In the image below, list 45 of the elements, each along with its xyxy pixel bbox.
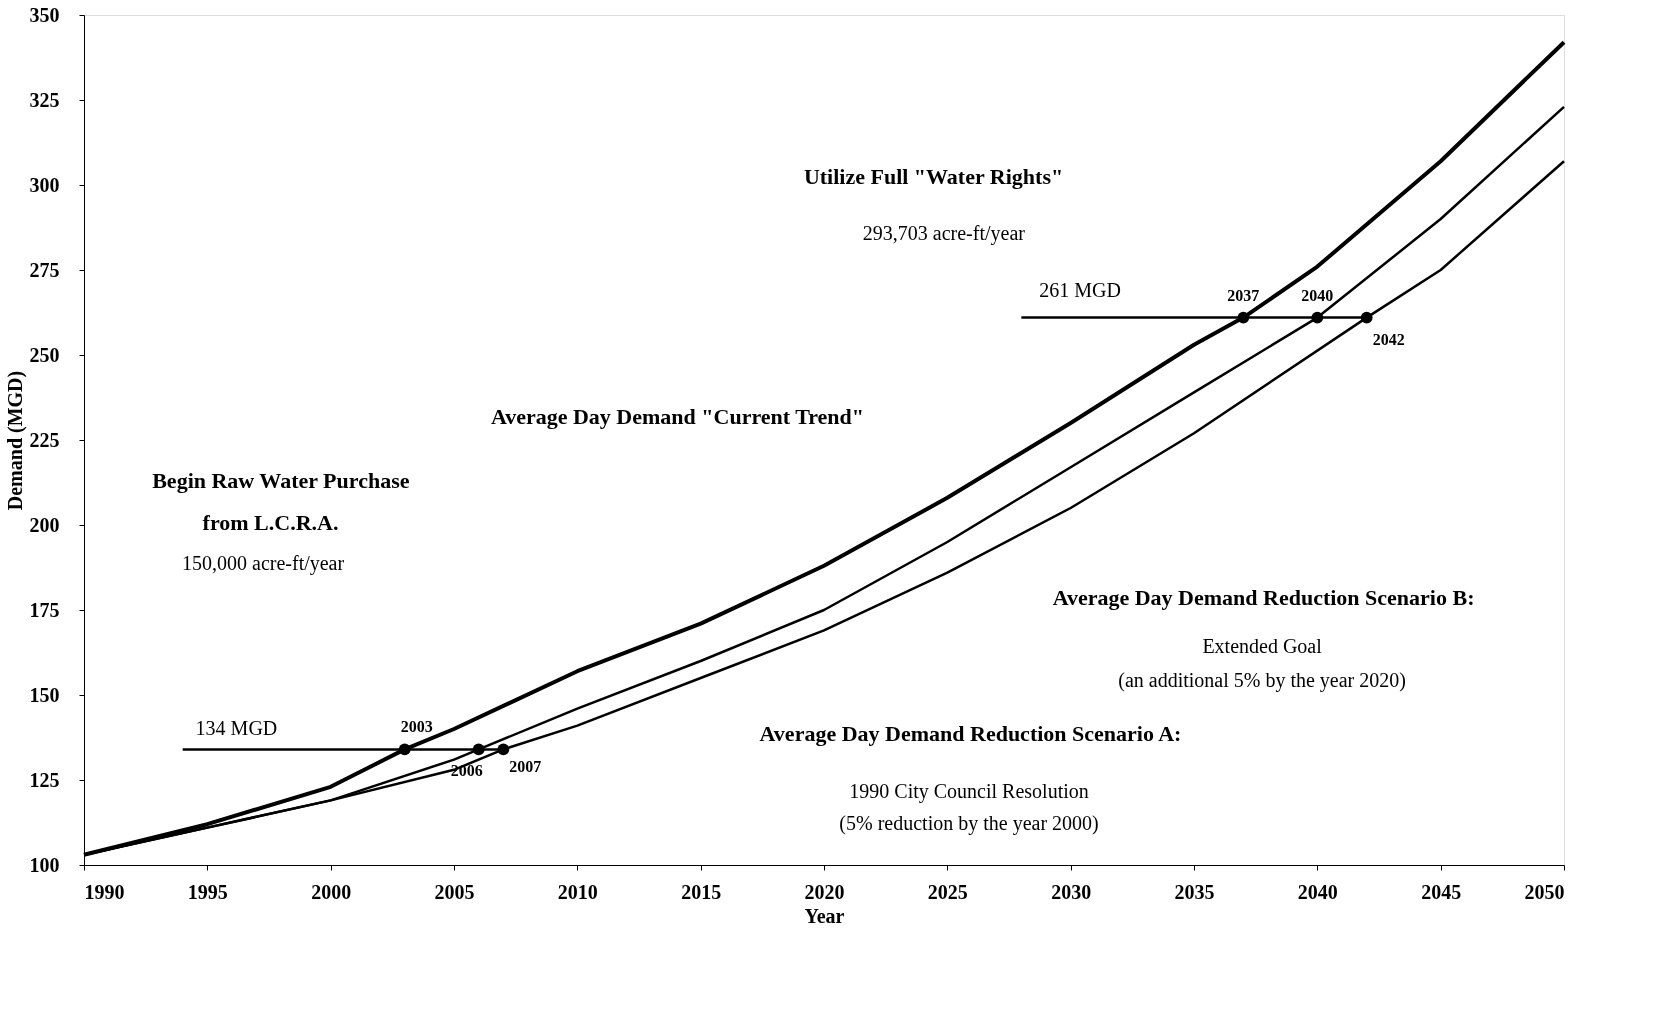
y-tick-label: 275 xyxy=(29,258,60,281)
annotation: 2042 xyxy=(1372,330,1405,348)
x-tick-label: 2000 xyxy=(311,880,352,903)
x-tick-label: 2050 xyxy=(1524,880,1565,903)
x-axis-title: Year xyxy=(804,904,845,927)
annotation: 2003 xyxy=(400,718,433,736)
x-tick-label: 2005 xyxy=(434,880,475,903)
x-tick-label: 1995 xyxy=(187,880,228,903)
x-tick-label: 2020 xyxy=(804,880,845,903)
y-tick-label: 125 xyxy=(29,768,60,791)
annotation: 150,000 acre-ft/year xyxy=(182,552,345,576)
y-tick-label: 200 xyxy=(29,513,60,536)
annotation: Utilize Full "Water Rights" xyxy=(803,163,1064,189)
annotation: 261 MGD xyxy=(1039,279,1121,302)
y-tick-label: 350 xyxy=(29,3,60,26)
annotation: from L.C.R.A. xyxy=(202,510,339,536)
y-tick-label: 300 xyxy=(29,173,60,196)
annotation: 134 MGD xyxy=(195,717,278,739)
y-axis-title: Demand (MGD) xyxy=(3,370,27,511)
y-tick-label: 100 xyxy=(29,853,60,876)
annotation: Begin Raw Water Purchase xyxy=(152,467,410,493)
x-tick-label: 2010 xyxy=(557,880,598,903)
x-tick-label: 2045 xyxy=(1421,880,1462,903)
x-tick-label: 2015 xyxy=(681,880,722,903)
x-tick-label: 1990 xyxy=(84,880,125,903)
annotation: 1990 City Council Resolution xyxy=(849,779,1089,803)
annotation: 293,703 acre-ft/year xyxy=(862,222,1026,246)
y-tick-label: 250 xyxy=(29,343,60,366)
y-tick-label: 225 xyxy=(29,428,60,451)
annotation: Extended Goal xyxy=(1202,635,1323,658)
x-tick-label: 2030 xyxy=(1051,880,1092,903)
annotation: 2040 xyxy=(1301,286,1334,304)
annotation: (5% reduction by the year 2000) xyxy=(839,812,1099,836)
y-tick-label: 150 xyxy=(29,683,60,706)
annotation: Average Day Demand Reduction Scenario B: xyxy=(1052,585,1475,611)
x-tick-label: 2040 xyxy=(1297,880,1338,903)
annotation: Average Day Demand Reduction Scenario A: xyxy=(759,721,1182,747)
x-tick-label: 2035 xyxy=(1174,880,1215,903)
annotation: 2037 xyxy=(1227,286,1260,304)
annotation: (an additional 5% by the year 2020) xyxy=(1118,668,1406,692)
annotation: 2007 xyxy=(509,758,542,776)
x-tick-label: 2025 xyxy=(927,880,968,903)
y-tick-label: 175 xyxy=(29,598,60,621)
annotation: Average Day Demand "Current Trend" xyxy=(490,404,865,430)
y-tick-label: 325 xyxy=(29,88,60,111)
